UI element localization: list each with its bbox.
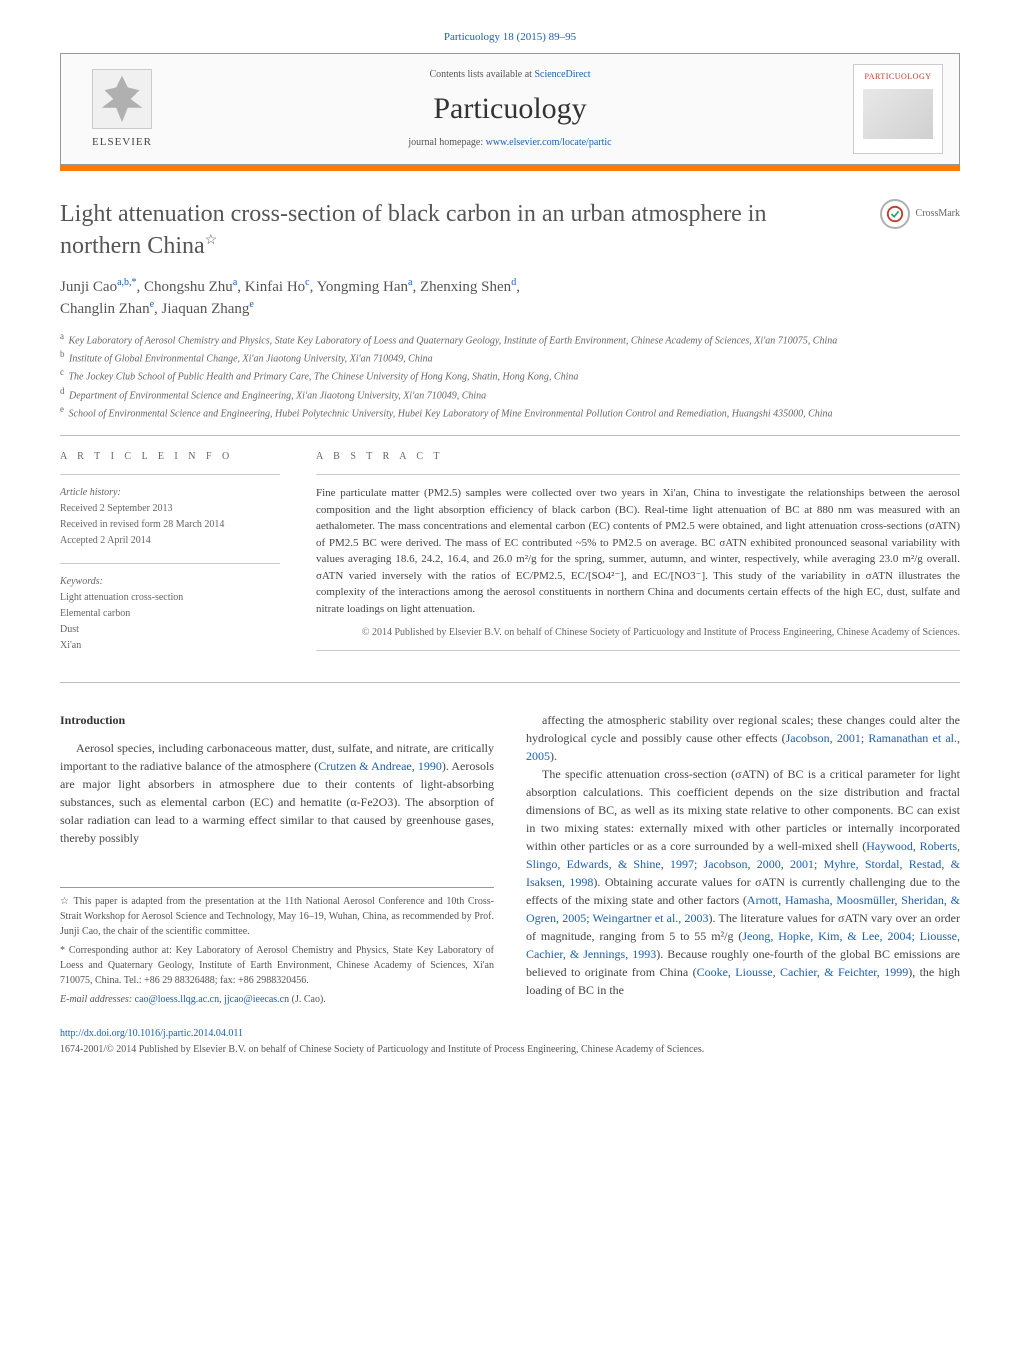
footnote-email: E-mail addresses: cao@loess.llqg.ac.cn, … bbox=[60, 992, 494, 1007]
revised-date: Received in revised form 28 March 2014 bbox=[60, 517, 280, 533]
author-4: , Yongming Han bbox=[310, 279, 408, 295]
publisher-block: ELSEVIER bbox=[77, 69, 167, 150]
history-label: Article history: bbox=[60, 485, 280, 501]
intro-para-1: Aerosol species, including carbonaceous … bbox=[60, 739, 494, 847]
article-info-heading: A R T I C L E I N F O bbox=[60, 450, 280, 464]
citation-link[interactable]: Cooke, Liousse, Cachier, & Feichter, 199… bbox=[697, 965, 909, 979]
keywords-block: Keywords: Light attenuation cross-sectio… bbox=[60, 574, 280, 654]
journal-cover-thumb: PARTICUOLOGY bbox=[853, 64, 943, 154]
email-link[interactable]: cao@loess.llqg.ac.cn bbox=[135, 994, 219, 1005]
divider bbox=[60, 682, 960, 683]
journal-title: Particuology bbox=[167, 88, 853, 130]
affiliation-a: a Key Laboratory of Aerosol Chemistry an… bbox=[60, 330, 960, 348]
received-date: Received 2 September 2013 bbox=[60, 501, 280, 517]
aff-sup: e bbox=[249, 299, 253, 310]
crossmark-label: CrossMark bbox=[916, 207, 960, 221]
article-info: A R T I C L E I N F O Article history: R… bbox=[60, 450, 280, 668]
footnote-star: ☆ This paper is adapted from the present… bbox=[60, 894, 494, 939]
aff-d-text: Department of Environmental Science and … bbox=[69, 390, 486, 401]
abstract-body: Fine particulate matter (PM2.5) samples … bbox=[316, 485, 960, 617]
author-5: , Zhenxing Shen bbox=[412, 279, 511, 295]
column-right: affecting the atmospheric stability over… bbox=[526, 711, 960, 1007]
masthead-center: Contents lists available at ScienceDirec… bbox=[167, 68, 853, 150]
homepage-line: journal homepage: www.elsevier.com/locat… bbox=[167, 136, 853, 150]
contents-line: Contents lists available at ScienceDirec… bbox=[167, 68, 853, 82]
authors: Junji Caoa,b,*, Chongshu Zhua, Kinfai Ho… bbox=[60, 276, 960, 320]
keyword: Dust bbox=[60, 622, 280, 638]
journal-reference: Particuology 18 (2015) 89–95 bbox=[60, 30, 960, 45]
affiliation-c: c The Jockey Club School of Public Healt… bbox=[60, 366, 960, 384]
masthead: ELSEVIER Contents lists available at Sci… bbox=[60, 53, 960, 165]
crossmark-icon bbox=[880, 199, 910, 229]
divider bbox=[60, 563, 280, 564]
footnote-corresponding: * Corresponding author at: Key Laborator… bbox=[60, 943, 494, 988]
sciencedirect-link[interactable]: ScienceDirect bbox=[534, 69, 590, 80]
author-1: Junji Cao bbox=[60, 279, 117, 295]
article-title: Light attenuation cross-section of black… bbox=[60, 199, 830, 261]
intro-para-3: The specific attenuation cross-section (… bbox=[526, 765, 960, 999]
publisher-label: ELSEVIER bbox=[92, 135, 152, 150]
divider bbox=[60, 474, 280, 475]
text: (J. Cao). bbox=[289, 994, 326, 1005]
keyword: Xi'an bbox=[60, 638, 280, 654]
aff-a-text: Key Laboratory of Aerosol Chemistry and … bbox=[69, 335, 838, 346]
author-2: , Chongshu Zhu bbox=[137, 279, 233, 295]
affiliations: a Key Laboratory of Aerosol Chemistry an… bbox=[60, 330, 960, 422]
elsevier-tree-icon bbox=[92, 69, 152, 129]
title-text: Light attenuation cross-section of black… bbox=[60, 201, 766, 258]
accepted-date: Accepted 2 April 2014 bbox=[60, 533, 280, 549]
crossmark-badge[interactable]: CrossMark bbox=[880, 199, 960, 229]
email-link[interactable]: jjcao@ieecas.cn bbox=[224, 994, 289, 1005]
keyword: Elemental carbon bbox=[60, 606, 280, 622]
affiliation-b: b Institute of Global Environmental Chan… bbox=[60, 348, 960, 366]
divider bbox=[316, 474, 960, 475]
section-heading-introduction: Introduction bbox=[60, 711, 494, 729]
aff-e-text: School of Environmental Science and Engi… bbox=[69, 408, 833, 419]
title-row: Light attenuation cross-section of black… bbox=[60, 199, 960, 261]
aff-c-text: The Jockey Club School of Public Health … bbox=[69, 372, 579, 383]
citation-link[interactable]: Crutzen & Andreae, 1990 bbox=[318, 759, 442, 773]
history-block: Article history: Received 2 September 20… bbox=[60, 485, 280, 549]
aff-b-text: Institute of Global Environmental Change… bbox=[69, 353, 433, 364]
footnotes: ☆ This paper is adapted from the present… bbox=[60, 887, 494, 1007]
title-footnote-star: ☆ bbox=[205, 233, 218, 248]
doi-link[interactable]: http://dx.doi.org/10.1016/j.partic.2014.… bbox=[60, 1028, 243, 1039]
keywords-label: Keywords: bbox=[60, 574, 280, 590]
page-root: Particuology 18 (2015) 89–95 ELSEVIER Co… bbox=[0, 0, 1020, 1097]
affiliation-d: d Department of Environmental Science an… bbox=[60, 385, 960, 403]
contents-label: Contents lists available at bbox=[429, 69, 534, 80]
page-footer: http://dx.doi.org/10.1016/j.partic.2014.… bbox=[60, 1027, 960, 1057]
affiliation-e: e School of Environmental Science and En… bbox=[60, 403, 960, 421]
info-abstract-row: A R T I C L E I N F O Article history: R… bbox=[60, 450, 960, 668]
author-3: , Kinfai Ho bbox=[237, 279, 305, 295]
aff-sup: d bbox=[511, 277, 516, 288]
author-7: , Jiaquan Zhang bbox=[154, 301, 249, 317]
abstract-heading: A B S T R A C T bbox=[316, 450, 960, 464]
issn-copyright: 1674-2001/© 2014 Published by Elsevier B… bbox=[60, 1043, 960, 1057]
keyword: Light attenuation cross-section bbox=[60, 590, 280, 606]
email-label: E-mail addresses: bbox=[60, 994, 135, 1005]
divider bbox=[60, 435, 960, 436]
homepage-link[interactable]: www.elsevier.com/locate/partic bbox=[486, 137, 612, 148]
author-6: Changlin Zhan bbox=[60, 301, 150, 317]
accent-bar bbox=[60, 165, 960, 171]
homepage-label: journal homepage: bbox=[408, 137, 485, 148]
abstract-copyright: © 2014 Published by Elsevier B.V. on beh… bbox=[316, 625, 960, 640]
divider bbox=[316, 650, 960, 651]
aff-sup: a,b, bbox=[117, 277, 131, 288]
body-columns: Introduction Aerosol species, including … bbox=[60, 711, 960, 1007]
cover-image-placeholder bbox=[863, 89, 933, 139]
cover-label: PARTICUOLOGY bbox=[864, 71, 931, 82]
intro-para-2: affecting the atmospheric stability over… bbox=[526, 711, 960, 765]
abstract: A B S T R A C T Fine particulate matter … bbox=[316, 450, 960, 668]
column-left: Introduction Aerosol species, including … bbox=[60, 711, 494, 1007]
text: ). bbox=[550, 749, 557, 763]
